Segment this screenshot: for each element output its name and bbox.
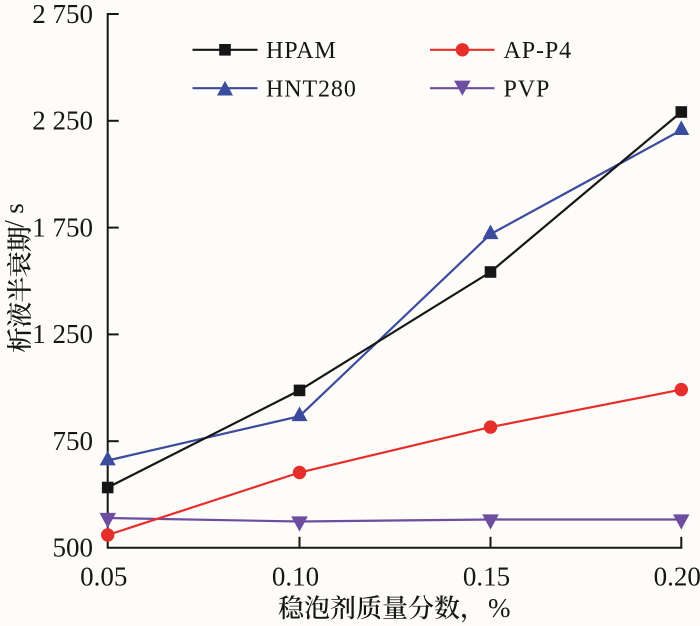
svg-text:/: / (0, 220, 29, 228)
svg-text:s: s (0, 203, 29, 214)
svg-text:PVP: PVP (504, 77, 551, 103)
svg-text:%: % (488, 593, 511, 623)
svg-text:1 250: 1 250 (32, 319, 93, 349)
svg-text:AP-P4: AP-P4 (504, 38, 573, 64)
svg-text:0.05: 0.05 (80, 561, 127, 591)
svg-text:HNT280: HNT280 (266, 77, 357, 103)
svg-text:HPAM: HPAM (266, 38, 337, 64)
svg-text:0.20: 0.20 (654, 561, 700, 591)
svg-text:500: 500 (53, 533, 94, 563)
svg-text:0.10: 0.10 (272, 561, 319, 591)
svg-text:1 750: 1 750 (32, 212, 93, 242)
svg-text:0.15: 0.15 (463, 561, 510, 591)
svg-text:2 750: 2 750 (32, 0, 93, 29)
svg-text:2 250: 2 250 (32, 106, 93, 136)
svg-text:750: 750 (53, 426, 94, 456)
